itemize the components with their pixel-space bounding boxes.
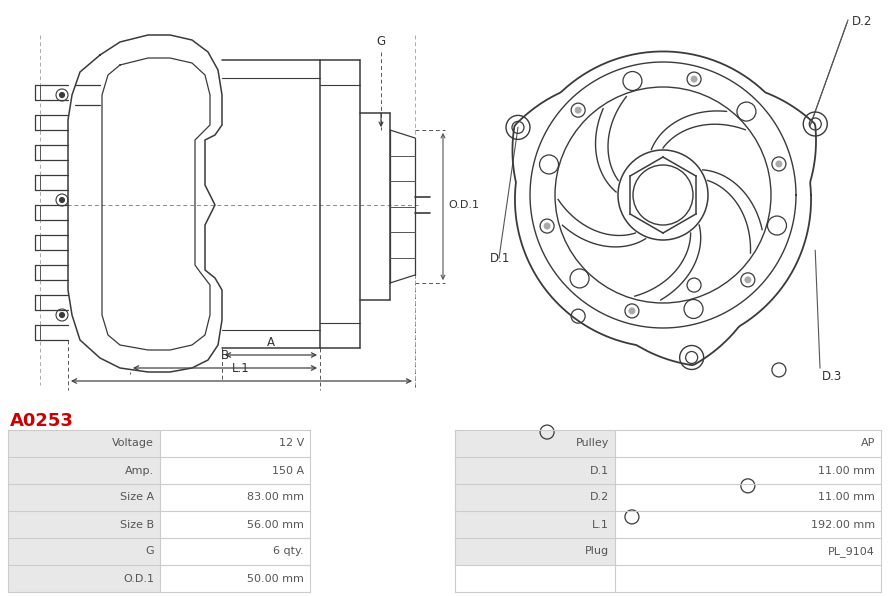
Circle shape (575, 107, 581, 113)
Text: Pulley: Pulley (575, 439, 609, 449)
Text: PL_9104: PL_9104 (829, 546, 875, 557)
Text: 150 A: 150 A (272, 465, 304, 476)
Bar (455, 457, 615, 484)
Bar (455, 430, 615, 457)
Text: D.3: D.3 (822, 370, 842, 383)
Text: L.1: L.1 (592, 520, 609, 529)
Text: Voltage: Voltage (112, 439, 154, 449)
Circle shape (745, 277, 751, 283)
Text: A0253: A0253 (10, 412, 74, 430)
Text: L.1: L.1 (232, 362, 250, 375)
Bar (8, 565, 160, 592)
Circle shape (60, 312, 65, 318)
Bar (160, 457, 310, 484)
Bar (160, 511, 310, 538)
Text: A: A (267, 336, 275, 349)
Text: G: G (146, 547, 154, 557)
Circle shape (776, 161, 782, 167)
Bar (455, 538, 615, 565)
Circle shape (629, 308, 635, 314)
Text: 6 qty.: 6 qty. (274, 547, 304, 557)
Text: 192.00 mm: 192.00 mm (811, 520, 875, 529)
Bar (8, 484, 160, 511)
Text: D.2: D.2 (589, 492, 609, 502)
Bar (615, 484, 881, 511)
Bar (160, 430, 310, 457)
Text: D.1: D.1 (490, 252, 510, 265)
Bar (615, 538, 881, 565)
Text: Size A: Size A (120, 492, 154, 502)
Bar (455, 484, 615, 511)
Text: O.D.1: O.D.1 (448, 200, 479, 210)
Bar (455, 511, 615, 538)
Circle shape (60, 92, 65, 98)
Text: 83.00 mm: 83.00 mm (247, 492, 304, 502)
Circle shape (544, 223, 550, 229)
Text: 12 V: 12 V (279, 439, 304, 449)
Text: O.D.1: O.D.1 (123, 573, 154, 583)
Bar (615, 430, 881, 457)
Text: 11.00 mm: 11.00 mm (818, 465, 875, 476)
Bar (160, 538, 310, 565)
Circle shape (60, 197, 65, 203)
Text: AP: AP (861, 439, 875, 449)
Text: Amp.: Amp. (124, 465, 154, 476)
Text: 56.00 mm: 56.00 mm (247, 520, 304, 529)
Bar (8, 430, 160, 457)
Bar (160, 484, 310, 511)
Text: B: B (221, 349, 229, 362)
Bar (615, 511, 881, 538)
Bar (8, 538, 160, 565)
Text: Size B: Size B (120, 520, 154, 529)
Text: D.1: D.1 (590, 465, 609, 476)
Text: D.2: D.2 (852, 15, 872, 28)
Bar (615, 457, 881, 484)
Bar (160, 565, 310, 592)
Text: 50.00 mm: 50.00 mm (247, 573, 304, 583)
Text: 11.00 mm: 11.00 mm (818, 492, 875, 502)
Text: Plug: Plug (585, 547, 609, 557)
Circle shape (691, 76, 697, 82)
Text: G: G (376, 35, 386, 48)
Bar (8, 457, 160, 484)
Bar (8, 511, 160, 538)
